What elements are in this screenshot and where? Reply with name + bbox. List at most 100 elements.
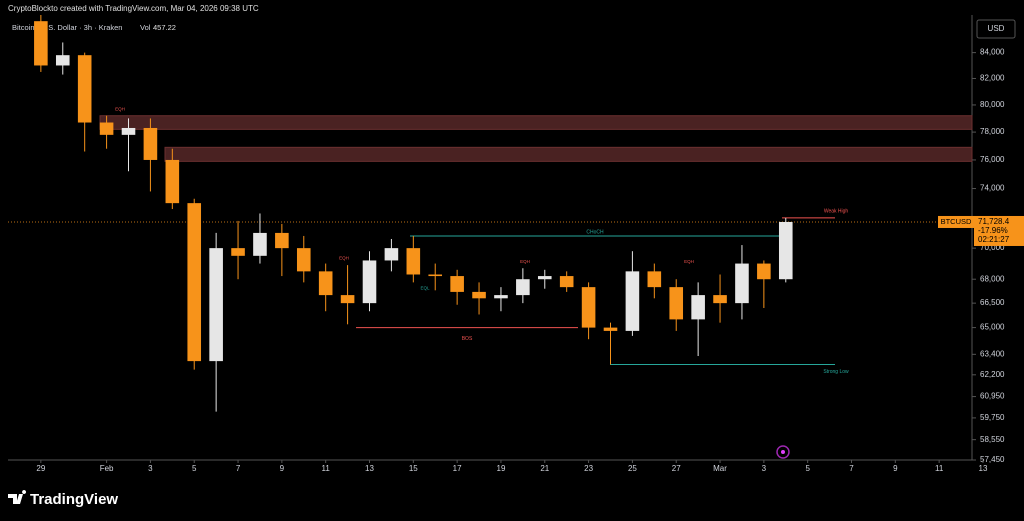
candle-body <box>121 127 136 135</box>
structure-label: EQH <box>115 107 125 112</box>
level-label: Weak High <box>824 208 849 214</box>
candle-body <box>625 271 640 331</box>
candle-body <box>99 122 114 135</box>
y-tick-label: 80,000 <box>980 100 1005 109</box>
x-tick-label: 7 <box>236 464 241 473</box>
candle-body <box>713 295 727 304</box>
candle-body <box>187 203 202 362</box>
y-tick-label: 76,000 <box>980 155 1005 164</box>
logo <box>8 490 27 504</box>
brand: TradingView <box>30 491 118 508</box>
x-tick-label: 3 <box>148 464 153 473</box>
candle-body <box>165 159 180 204</box>
x-tick-label: 3 <box>762 464 767 473</box>
candle-body <box>691 295 705 320</box>
candle-body <box>603 327 618 331</box>
level-label: CHoCH <box>586 229 604 235</box>
x-tick-label: 11 <box>935 464 944 473</box>
y-tick-label: 62,200 <box>980 370 1005 379</box>
candle-body <box>296 248 311 272</box>
candle-body <box>231 248 245 256</box>
y-tick-label: 57,450 <box>980 455 1005 464</box>
candle-body <box>340 295 355 304</box>
icon <box>776 445 790 459</box>
level-label: BOS <box>462 336 473 342</box>
candle-body <box>318 271 333 296</box>
candle-body <box>516 279 530 296</box>
y-tick-label: 59,750 <box>980 413 1005 422</box>
x-tick-label: 25 <box>628 464 637 473</box>
candle-body <box>209 248 223 362</box>
candle-body <box>55 55 70 66</box>
x-tick-label: 21 <box>540 464 549 473</box>
currency-box <box>976 19 1016 39</box>
price-box <box>974 215 1024 246</box>
x-tick-label: Mar <box>713 464 727 473</box>
y-tick-label: 78,000 <box>980 127 1005 136</box>
y-tick-label: 84,000 <box>980 48 1005 57</box>
x-tick-label: 13 <box>365 464 374 473</box>
structure-label: EQH <box>520 259 530 264</box>
x-tick-label: 29 <box>36 464 45 473</box>
candle-body <box>406 248 421 275</box>
y-tick-label: 65,000 <box>980 323 1005 332</box>
x-tick-label: 19 <box>497 464 506 473</box>
volume-value: 457.22 <box>153 23 176 32</box>
supply-zone <box>99 115 973 130</box>
structure-label: EQH <box>684 259 694 264</box>
candle-body <box>384 248 399 261</box>
y-tick-label: 82,000 <box>980 74 1005 83</box>
candle-body <box>559 276 574 288</box>
credit: CryptoBlockto created with TradingView.c… <box>8 4 259 13</box>
y-tick-label: 66,500 <box>980 298 1005 307</box>
price-value: 71,728.4 <box>978 217 1010 226</box>
x-tick-label: 11 <box>322 464 331 473</box>
candle-body <box>143 127 158 160</box>
currency: USD <box>988 24 1005 33</box>
x-tick-label: 15 <box>409 464 418 473</box>
candle-body <box>34 21 48 66</box>
y-tick-label: 70,000 <box>980 243 1005 252</box>
x-tick-label: 23 <box>584 464 593 473</box>
candle-body <box>669 287 684 320</box>
x-tick-label: Feb <box>100 464 114 473</box>
candle-body <box>253 232 267 256</box>
level-label: Strong Low <box>823 369 849 375</box>
y-tick-label: 74,000 <box>980 184 1005 193</box>
y-tick-label: 68,000 <box>980 274 1005 283</box>
candle-body <box>647 271 662 288</box>
x-tick-label: 7 <box>849 464 854 473</box>
candle-body <box>362 260 377 304</box>
price-symbol: BTCUSD <box>941 217 972 226</box>
x-tick-label: 27 <box>672 464 681 473</box>
x-tick-label: 17 <box>453 464 462 473</box>
x-tick-label: 13 <box>979 464 988 473</box>
candle-body <box>778 221 793 280</box>
candle-body <box>581 287 596 328</box>
symbol-title: Bitcoin / U.S. Dollar · 3h · Kraken <box>12 23 122 32</box>
x-tick-label: 9 <box>280 464 285 473</box>
candle-body <box>77 55 92 123</box>
candle-body <box>472 291 486 299</box>
price-change: -17.96% <box>978 226 1008 235</box>
volume-label: Vol <box>140 23 151 32</box>
x-tick-label: 9 <box>893 464 898 473</box>
supply-zone <box>164 146 973 162</box>
y-tick-label: 60,950 <box>980 392 1005 401</box>
structure-label: EQL <box>420 286 430 291</box>
candle-body <box>494 295 508 299</box>
candle-body <box>537 276 552 280</box>
structure-label: EQH <box>339 256 349 261</box>
price-box-symbol <box>938 215 974 228</box>
candle-body <box>450 276 464 292</box>
candle-body <box>275 232 289 249</box>
price-countdown: 02:21:27 <box>978 235 1010 244</box>
x-tick-label: 5 <box>805 464 810 473</box>
x-tick-label: 5 <box>192 464 197 473</box>
candle-body <box>735 263 749 304</box>
candle-body <box>757 263 771 280</box>
candle-body <box>428 274 443 277</box>
